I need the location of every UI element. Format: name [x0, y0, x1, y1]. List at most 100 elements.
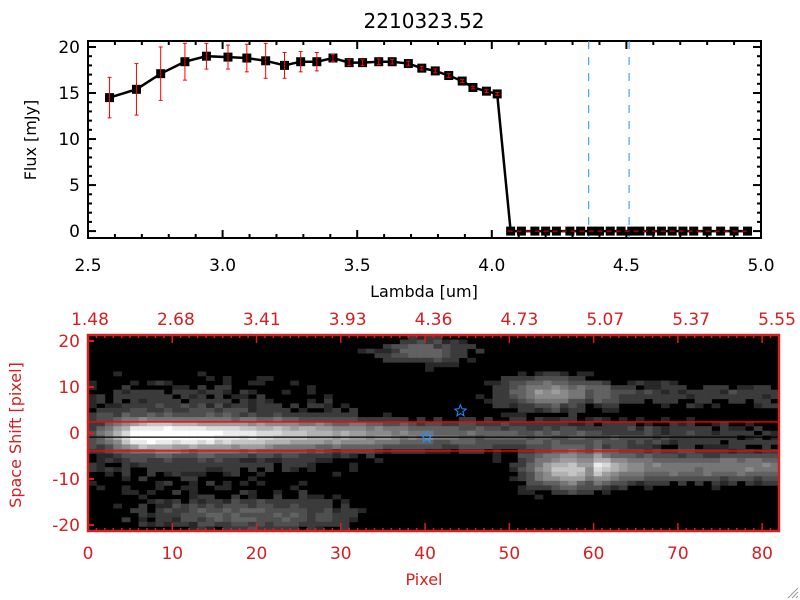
image-pixel: [500, 426, 510, 432]
image-pixel: [686, 439, 696, 445]
image-pixel: [180, 471, 190, 477]
image-pixel: [543, 476, 552, 482]
image-pixel: [593, 458, 603, 463]
image-pixel: [248, 398, 257, 404]
image-pixel: [332, 494, 342, 500]
image-pixel: [239, 512, 249, 518]
y-tick-label: -20: [52, 516, 80, 536]
image-pixel: [163, 417, 173, 422]
image-pixel: [205, 467, 215, 473]
image-pixel: [113, 444, 123, 450]
image-pixel: [146, 389, 156, 395]
image-pixel: [239, 439, 249, 445]
image-pixel: [88, 439, 97, 445]
image-pixel: [543, 385, 552, 390]
image-pixel: [551, 421, 561, 427]
image-pixel: [374, 430, 384, 436]
image-pixel: [559, 471, 569, 477]
image-pixel: [382, 439, 392, 445]
image-pixel: [644, 394, 653, 400]
image-pixel: [661, 380, 670, 386]
image-pixel: [703, 439, 712, 445]
image-pixel: [534, 453, 544, 459]
image-pixel: [281, 467, 291, 473]
image-pixel: [686, 426, 696, 432]
image-pixel: [762, 462, 771, 468]
image-pixel: [248, 380, 257, 386]
image-pixel: [180, 394, 190, 400]
image-pixel: [205, 403, 215, 409]
image-pixel: [500, 380, 510, 386]
image-pixel: [492, 458, 502, 463]
image-pixel: [180, 462, 190, 468]
image-pixel: [222, 444, 232, 450]
image-pixel: [88, 467, 97, 473]
image-pixel: [172, 389, 181, 395]
image-pixel: [475, 394, 485, 400]
image-pixel: [88, 394, 97, 400]
image-pixel: [635, 462, 645, 468]
image-pixel: [222, 521, 232, 527]
image-pixel: [728, 471, 738, 477]
image-pixel: [703, 467, 712, 473]
image-pixel: [189, 508, 198, 514]
image-pixel: [155, 426, 165, 432]
image-pixel: [559, 371, 569, 377]
image-pixel: [357, 421, 367, 427]
image-pixel: [197, 494, 207, 500]
y-tick-label: 20: [58, 332, 80, 352]
resize-grip-icon[interactable]: [787, 587, 799, 599]
image-pixel: [222, 467, 232, 473]
image-pixel: [458, 353, 468, 359]
image-pixel: [610, 398, 620, 404]
image-pixel: [146, 394, 156, 400]
image-pixel: [425, 439, 434, 445]
image-pixel: [593, 398, 603, 404]
image-pixel: [298, 480, 308, 486]
image-pixel: [340, 508, 350, 514]
image-pixel: [189, 494, 198, 500]
image-pixel: [391, 439, 401, 445]
image-pixel: [551, 417, 561, 422]
image-pixel: [315, 417, 325, 422]
image-pixel: [307, 385, 316, 390]
image-pixel: [559, 398, 569, 404]
x-tick-label: 10: [161, 544, 183, 564]
image-pixel: [618, 385, 628, 390]
image-pixel: [222, 430, 232, 436]
image-pixel: [576, 453, 586, 459]
image-pixel: [593, 403, 603, 409]
image-pixel: [686, 467, 696, 473]
image-pixel: [534, 421, 544, 427]
image-pixel: [189, 512, 198, 518]
image-pixel: [753, 471, 763, 477]
spectrum-image-plot: 0 10 20 30 40 50 60 70 801.48 2.68 3.41 3.93 4.36 4.7…: [6, 310, 796, 589]
image-pixel: [686, 476, 696, 482]
image-pixel: [543, 407, 552, 413]
x-tick-label: 30: [330, 544, 352, 564]
image-pixel: [239, 421, 249, 427]
image-pixel: [551, 471, 561, 477]
image-pixel: [618, 389, 628, 395]
image-pixel: [425, 366, 434, 372]
image-pixel: [677, 453, 687, 459]
image-pixel: [517, 489, 527, 495]
image-pixel: [323, 421, 333, 427]
image-pixel: [543, 417, 552, 422]
image-pixel: [180, 403, 190, 409]
image-pixel: [728, 453, 738, 459]
image-pixel: [694, 471, 704, 477]
image-pixel: [374, 426, 384, 432]
image-pixel: [146, 471, 156, 477]
error-bar: [360, 59, 365, 66]
image-pixel: [576, 421, 586, 427]
image-pixel: [576, 480, 586, 486]
image-pixel: [96, 417, 106, 422]
image-pixel: [770, 467, 780, 473]
image-pixel: [500, 421, 510, 427]
image-pixel: [138, 444, 148, 450]
image-pixel: [138, 462, 148, 468]
image-pixel: [205, 503, 215, 509]
image-pixel: [290, 503, 299, 509]
image-pixel: [273, 412, 283, 418]
